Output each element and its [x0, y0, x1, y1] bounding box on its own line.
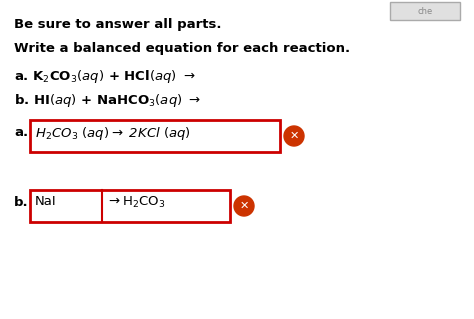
- Text: a.: a.: [14, 126, 28, 139]
- FancyBboxPatch shape: [30, 120, 280, 152]
- Text: a. K$_2$CO$_3$$(aq)$ + HCl$(aq)$ $\rightarrow$: a. K$_2$CO$_3$$(aq)$ + HCl$(aq)$ $\right…: [14, 68, 196, 85]
- FancyBboxPatch shape: [30, 190, 230, 222]
- Text: Write a balanced equation for each reaction.: Write a balanced equation for each react…: [14, 42, 350, 55]
- Text: b. HI$(aq)$ + NaHCO$_3$$(aq)$ $\rightarrow$: b. HI$(aq)$ + NaHCO$_3$$(aq)$ $\rightarr…: [14, 92, 201, 109]
- Text: $\rightarrow$H$_2$CO$_3$: $\rightarrow$H$_2$CO$_3$: [106, 195, 165, 210]
- FancyBboxPatch shape: [390, 2, 460, 20]
- Circle shape: [284, 126, 304, 146]
- Text: H$_2$CO$_3$ $(aq)\rightarrow$ 2KCl $(aq)$: H$_2$CO$_3$ $(aq)\rightarrow$ 2KCl $(aq)…: [35, 125, 191, 142]
- Text: che: che: [418, 6, 433, 16]
- Text: NaI: NaI: [35, 195, 56, 208]
- Text: Be sure to answer all parts.: Be sure to answer all parts.: [14, 18, 221, 31]
- Text: ✕: ✕: [289, 131, 299, 141]
- Text: b.: b.: [14, 196, 28, 209]
- Text: ✕: ✕: [239, 201, 249, 211]
- Circle shape: [234, 196, 254, 216]
